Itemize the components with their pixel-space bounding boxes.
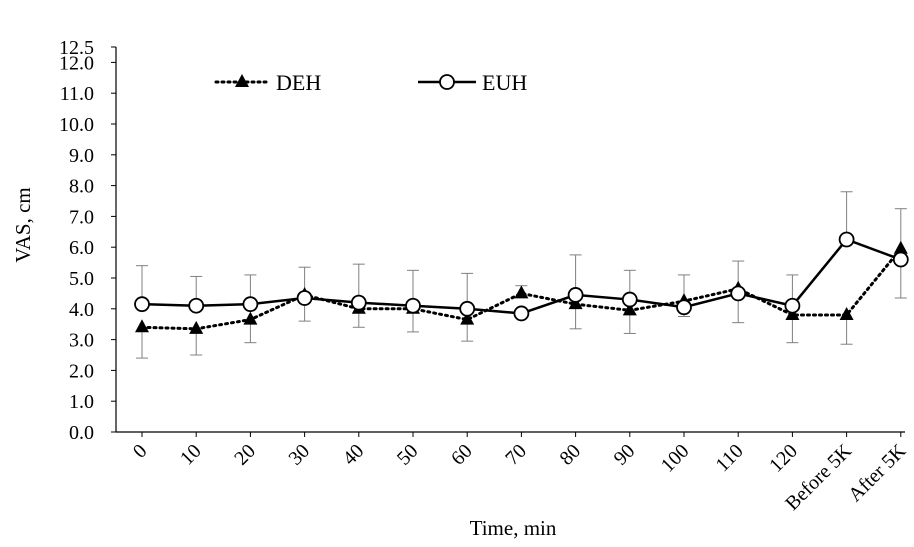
data-point-deh xyxy=(243,311,258,325)
x-tick-label: 120 xyxy=(765,440,802,477)
data-point-euh xyxy=(892,251,909,268)
legend-item-deh: DEH xyxy=(214,70,321,95)
data-point-deh xyxy=(622,302,637,316)
legend-euh-marker xyxy=(439,74,455,90)
data-point-euh xyxy=(621,291,638,308)
data-point-euh xyxy=(676,299,692,316)
x-tick-label: 10 xyxy=(176,440,206,470)
x-tick-label: 70 xyxy=(501,440,531,470)
data-point-deh xyxy=(460,311,475,325)
y-tick-label: 11.0 xyxy=(60,83,94,105)
data-point-euh xyxy=(784,297,801,314)
x-tick-label: 30 xyxy=(284,440,314,470)
data-point-euh xyxy=(730,285,747,302)
x-tick-label: 90 xyxy=(610,440,640,470)
x-tick-label: 100 xyxy=(657,440,694,477)
y-axis-title: VAS, cm xyxy=(11,187,35,262)
data-point-euh xyxy=(188,297,205,314)
data-point-deh xyxy=(893,240,908,254)
y-tick-label: 5.0 xyxy=(69,268,94,290)
y-tick-label: 12.0 xyxy=(59,52,94,74)
x-tick-label: 20 xyxy=(230,440,260,470)
data-point-euh xyxy=(513,305,530,322)
legend: DEH EUH xyxy=(214,70,527,95)
y-tick-label: 2.0 xyxy=(69,360,94,382)
data-point-euh xyxy=(567,287,584,303)
data-point-deh xyxy=(514,285,529,299)
x-tick-label: 80 xyxy=(555,440,585,470)
data-point-euh xyxy=(459,300,476,317)
data-point-euh xyxy=(838,231,855,248)
y-axis-ticks: 0.0 1.0 2.0 3.0 4.0 5.0 6.0 7.0 8.0 9.0 10.0 11.0 12… xyxy=(59,37,116,444)
y-tick-label: 8.0 xyxy=(69,176,94,198)
legend-deh-marker xyxy=(235,74,249,87)
y-tick-label: 9.0 xyxy=(69,145,94,167)
data-point-euh xyxy=(134,296,150,313)
data-point-euh xyxy=(405,297,421,314)
legend-item-euh: EUH xyxy=(418,70,527,95)
x-tick-label: 60 xyxy=(447,440,477,470)
x-tick-label: After 5K xyxy=(844,440,911,507)
error-bars xyxy=(136,191,907,359)
series-line-deh xyxy=(140,247,903,331)
legend-euh-label: EUH xyxy=(482,70,527,95)
x-tick-label: 40 xyxy=(339,440,369,470)
data-point-euh xyxy=(242,296,259,313)
y-tick-label: 7.0 xyxy=(69,206,94,228)
y-tick-label: 12.5 xyxy=(59,37,94,59)
data-point-euh xyxy=(350,294,367,311)
y-tick-label: 10.0 xyxy=(59,114,94,136)
data-point-deh xyxy=(135,319,149,333)
x-tick-label: 0 xyxy=(129,440,152,463)
y-tick-label: 0.0 xyxy=(69,422,94,444)
x-tick-label: 110 xyxy=(711,440,747,476)
x-tick-label: 50 xyxy=(393,440,423,470)
data-point-deh xyxy=(189,320,204,334)
y-tick-label: 4.0 xyxy=(69,299,94,321)
data-point-euh xyxy=(296,290,313,306)
y-tick-label: 1.0 xyxy=(69,391,94,413)
y-tick-label: 3.0 xyxy=(69,330,94,352)
legend-deh-label: DEH xyxy=(276,70,321,95)
data-point-deh xyxy=(839,306,854,320)
data-markers xyxy=(134,231,909,334)
y-tick-label: 6.0 xyxy=(69,237,94,259)
x-axis-title: Time, min xyxy=(470,516,557,540)
